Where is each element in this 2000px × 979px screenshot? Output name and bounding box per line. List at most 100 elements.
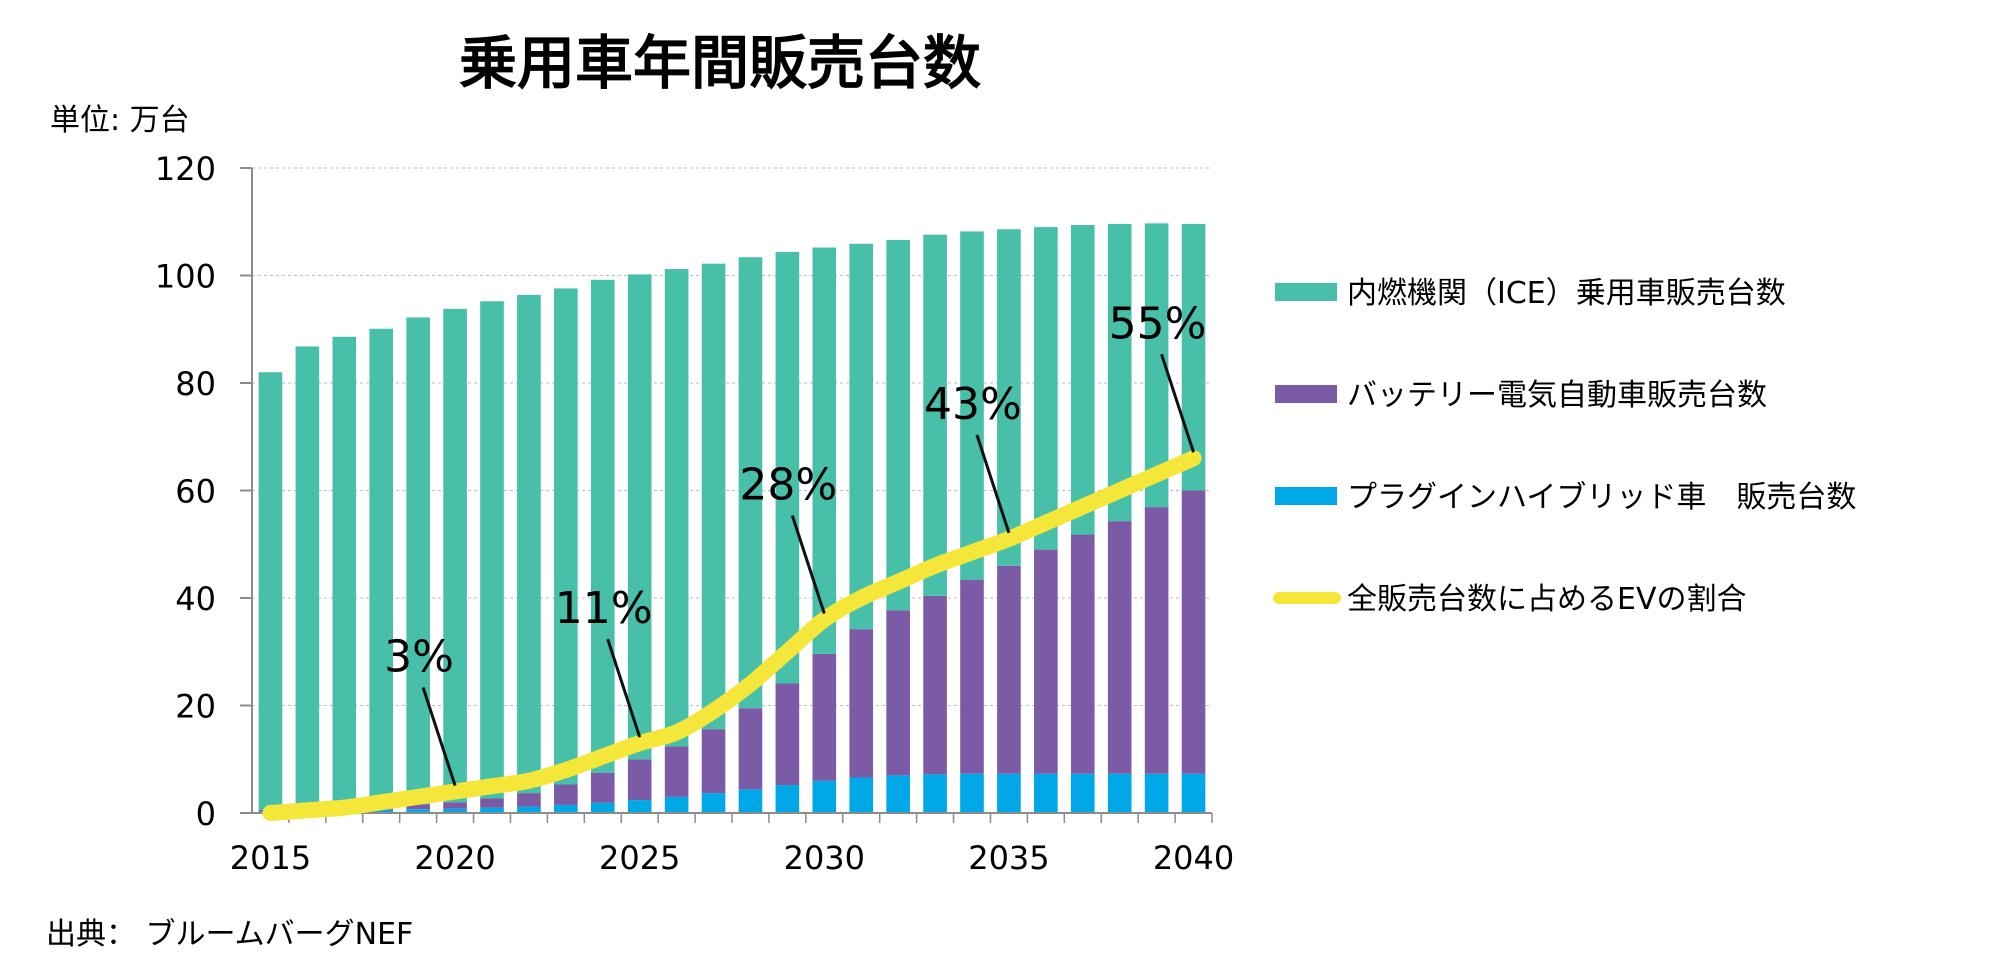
- bar-segment-2024-s0: [590, 802, 615, 813]
- unit-label: 単位: 万台: [50, 103, 190, 138]
- x-tick-label: 2040: [1153, 839, 1234, 877]
- bar-segment-2021-s1: [480, 798, 504, 808]
- bar-segment-2032-s2: [886, 240, 910, 611]
- bar-segment-2037-s0: [1070, 773, 1095, 813]
- callout-label-2025: 11%: [555, 583, 653, 634]
- x-tick-label: 2020: [414, 839, 495, 877]
- y-tick-label: 20: [175, 688, 216, 726]
- bar-segment-2031-s0: [849, 777, 874, 813]
- bar-segment-2036-s1: [1034, 549, 1058, 774]
- callout-label-2035: 43%: [924, 379, 1022, 430]
- callout-label-2020: 3%: [384, 632, 454, 683]
- bar-segment-2033-s2: [923, 234, 947, 596]
- callout-leader-2025: [606, 638, 642, 738]
- bar-segment-2025-s2: [627, 274, 652, 760]
- bar-segment-2016-s2: [295, 346, 320, 809]
- callout-label-2040: 55%: [1109, 298, 1207, 349]
- bar-segment-2030-s1: [812, 653, 837, 781]
- bar-segment-2034-s2: [960, 231, 984, 580]
- bar-segment-2037-s1: [1070, 534, 1095, 774]
- bar-segment-2019-s2: [406, 317, 430, 805]
- bar-segment-2027-s0: [701, 793, 726, 813]
- bar-segment-2029-s2: [775, 251, 800, 684]
- bar-segment-2030-s2: [812, 247, 837, 654]
- bar-segment-2030-s0: [812, 780, 837, 813]
- bar-segment-2025-s1: [627, 759, 652, 801]
- ev-share-line: [262, 450, 1202, 821]
- bar-segment-2028-s1: [738, 708, 763, 790]
- y-tick-label: 80: [175, 365, 216, 403]
- bar-segment-2039-s0: [1144, 773, 1169, 813]
- legend-label-2: プラグインハイブリッド車 販売台数: [1347, 480, 1856, 515]
- bar-segment-2034-s1: [960, 579, 984, 774]
- bar-segment-2031-s2: [849, 243, 874, 630]
- y-tick-label: 120: [155, 150, 216, 188]
- bar-segment-2031-s1: [849, 629, 874, 778]
- bar-segment-2027-s1: [701, 729, 726, 794]
- bar-segment-2040-s1: [1181, 490, 1206, 774]
- callout-leader-2035: [975, 434, 1011, 534]
- ev-share-callouts: 3% 11% 28% 43% 55%: [384, 298, 1207, 786]
- bar-segment-2017-s2: [332, 336, 357, 808]
- bar-segment-2015-s2: [258, 372, 283, 810]
- bar-segment-2028-s0: [738, 789, 763, 813]
- bar-segment-2032-s1: [886, 610, 910, 776]
- bar-segment-2023-s2: [554, 288, 578, 785]
- bar-segment-2022-s2: [517, 294, 541, 794]
- bar-segment-2024-s1: [590, 772, 615, 803]
- bar-segment-2026-s2: [664, 269, 689, 747]
- chart-title: 乗用車年間販売台数: [459, 29, 981, 97]
- bar-segment-2037-s2: [1070, 224, 1095, 535]
- bar-segment-2033-s0: [923, 774, 947, 813]
- x-tick-label: 2015: [230, 839, 311, 877]
- bars: [258, 223, 1206, 813]
- legend-label-3: 全販売台数に占めるEVの割合: [1347, 582, 1746, 617]
- callout-label-2030: 28%: [739, 460, 837, 511]
- legend-label-1: バッテリー電気自動車販売台数: [1347, 378, 1767, 413]
- x-tick-label: 2035: [968, 839, 1049, 877]
- y-tick-label: 0: [196, 795, 216, 833]
- ev-share-line-path: [262, 450, 1202, 821]
- bar-segment-2040-s0: [1181, 773, 1206, 813]
- bar-segment-2021-s0: [480, 807, 504, 813]
- bar-segment-2038-s2: [1107, 223, 1132, 522]
- bar-segment-2022-s1: [517, 793, 541, 807]
- bar-segment-2036-s0: [1034, 773, 1058, 813]
- bar-segment-2027-s2: [701, 263, 726, 730]
- legend-swatch-2: [1275, 487, 1337, 505]
- bar-segment-2039-s2: [1144, 223, 1169, 508]
- legend-swatch-0: [1275, 283, 1337, 301]
- bar-segment-2018-s2: [369, 328, 394, 807]
- bar-segment-2019-s1: [406, 804, 430, 810]
- callout-leader-2020: [421, 687, 457, 786]
- bar-segment-2032-s0: [886, 775, 910, 813]
- bar-segment-2020-s0: [443, 808, 467, 813]
- bar-segment-2021-s2: [480, 301, 504, 799]
- x-tick-label: 2025: [599, 839, 680, 877]
- bar-segment-2020-s1: [443, 802, 467, 809]
- source-label: 出典： ブルームバーグNEF: [46, 917, 413, 952]
- bar-segment-2018-s0: [369, 809, 394, 813]
- bar-segment-2038-s0: [1107, 773, 1132, 813]
- bar-segment-2026-s1: [664, 746, 689, 797]
- y-tick-label: 40: [175, 580, 216, 618]
- callout-leader-2040: [1160, 353, 1195, 453]
- y-tick-label: 100: [155, 258, 216, 296]
- bar-segment-2023-s0: [554, 804, 578, 813]
- legend: 内燃機関（ICE）乗用車販売台数バッテリー電気自動車販売台数プラグインハイブリッ…: [1273, 276, 1856, 617]
- bar-segment-2019-s0: [406, 809, 430, 813]
- bar-segment-2028-s2: [738, 257, 763, 709]
- bar-segment-2035-s2: [997, 229, 1021, 566]
- x-tick-label: 2030: [784, 839, 865, 877]
- gridlines: [252, 167, 1212, 706]
- bar-segment-2035-s1: [997, 565, 1021, 774]
- bar-segment-2033-s1: [923, 595, 947, 775]
- callout-leader-2030: [790, 515, 826, 614]
- legend-label-0: 内燃機関（ICE）乗用車販売台数: [1347, 276, 1786, 311]
- legend-swatch-1: [1275, 385, 1337, 403]
- bar-segment-2034-s0: [960, 773, 984, 813]
- bar-segment-2036-s2: [1034, 227, 1058, 550]
- bar-segment-2024-s2: [590, 279, 615, 773]
- bar-segment-2038-s1: [1107, 521, 1132, 774]
- bar-segment-2029-s0: [775, 785, 800, 813]
